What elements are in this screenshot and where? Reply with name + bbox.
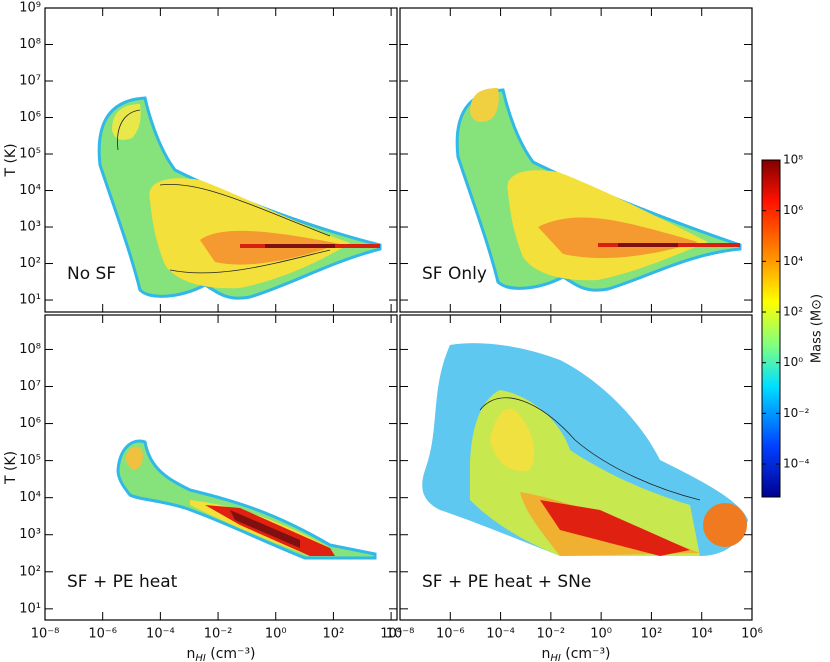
colorbar-tick-label: 10⁰ bbox=[783, 355, 803, 369]
y-tick-label: 10¹ bbox=[19, 293, 41, 308]
x-tick-label: 10⁰ bbox=[265, 627, 287, 642]
colorbar-tick-label: 10⁶ bbox=[783, 203, 803, 217]
x-tick-label: 10⁻² bbox=[204, 627, 233, 642]
x-axis-unit: (cm⁻³) bbox=[206, 646, 256, 662]
y-tick-label: 10⁵ bbox=[19, 453, 41, 468]
x-tick-label: 10⁰ bbox=[590, 627, 612, 642]
y-tick-label: 10⁵ bbox=[19, 147, 41, 162]
y-tick-label: 10³ bbox=[19, 220, 41, 235]
colorbar-tick-label: 10⁴ bbox=[783, 254, 803, 268]
x-tick-label: 10² bbox=[641, 627, 663, 642]
x-tick-label: 10⁴ bbox=[691, 627, 713, 642]
x-tick-label: 10⁻⁴ bbox=[146, 627, 175, 642]
y-tick-label: 10⁷ bbox=[19, 74, 41, 89]
panel-frame bbox=[399, 7, 753, 313]
density-field bbox=[116, 439, 377, 560]
panel-label: SF Only bbox=[422, 264, 487, 284]
y-tick-label: 10¹ bbox=[19, 601, 41, 616]
x-tick-label: 10⁻⁸ bbox=[386, 627, 415, 642]
y-tick-label: 10² bbox=[19, 256, 41, 271]
panel-label: No SF bbox=[67, 264, 116, 284]
x-axis-label: nHI (cm⁻³) bbox=[541, 646, 610, 662]
x-axis-symbol: n bbox=[186, 646, 195, 662]
y-tick-label: 10⁷ bbox=[19, 379, 41, 394]
panel-frame bbox=[44, 314, 398, 621]
y-tick-label: 10² bbox=[19, 564, 41, 579]
y-tick-label: 10⁶ bbox=[19, 110, 41, 125]
x-axis-symbol: n bbox=[541, 646, 550, 662]
x-tick-label: 10⁻⁶ bbox=[88, 627, 117, 642]
x-axis-unit: (cm⁻³) bbox=[561, 646, 611, 662]
panel-label: SF + PE heat bbox=[67, 572, 178, 592]
x-tick-label: 10⁻² bbox=[537, 627, 566, 642]
colorbar-tick-label: 10⁻⁴ bbox=[783, 457, 810, 471]
panel-label: SF + PE heat + SNe bbox=[422, 572, 591, 592]
y-tick-label: 10⁸ bbox=[19, 342, 41, 357]
colorbar-tick-label: 10⁻² bbox=[783, 406, 810, 420]
panel-frame bbox=[399, 314, 753, 621]
x-axis-subscript: HI bbox=[550, 653, 561, 662]
density-field bbox=[422, 343, 748, 556]
x-tick-label: 10⁻⁸ bbox=[31, 627, 60, 642]
y-tick-label: 10⁹ bbox=[19, 1, 41, 16]
x-tick-label: 10² bbox=[323, 627, 345, 642]
y-tick-label: 10⁸ bbox=[19, 37, 41, 52]
x-tick-label: 10⁻⁶ bbox=[436, 627, 465, 642]
colorbar-tick-label: 10² bbox=[783, 305, 803, 319]
x-axis-subscript: HI bbox=[195, 653, 206, 662]
x-tick-label: 10⁴ bbox=[380, 627, 402, 642]
colorbar-label: Mass (M⊙) bbox=[810, 294, 825, 363]
y-tick-label: 10³ bbox=[19, 527, 41, 542]
density-field bbox=[455, 88, 742, 292]
colorbar-tick-label: 10⁸ bbox=[783, 153, 803, 167]
x-tick-label: 10⁶ bbox=[741, 627, 763, 642]
y-tick-label: 10⁴ bbox=[19, 490, 41, 505]
panel-frame bbox=[44, 7, 398, 313]
y-tick-label: 10⁴ bbox=[19, 183, 41, 198]
colorbar bbox=[761, 159, 781, 498]
x-axis-label: nHI (cm⁻³) bbox=[186, 646, 255, 662]
density-field bbox=[97, 96, 382, 300]
y-axis-label: T (K) bbox=[3, 143, 19, 177]
x-tick-label: 10⁻⁴ bbox=[486, 627, 515, 642]
y-tick-label: 10⁶ bbox=[19, 416, 41, 431]
y-axis-label: T (K) bbox=[3, 451, 19, 485]
